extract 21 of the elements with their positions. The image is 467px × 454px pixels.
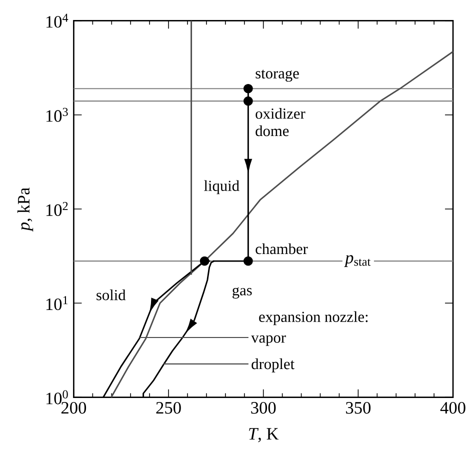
annotation: expansion nozzle: <box>259 311 368 326</box>
x-tick-label: 400 <box>440 402 466 414</box>
annotation: storage <box>256 70 299 82</box>
x-tick-label: 350 <box>346 402 371 414</box>
y-axis-title: p, kPa <box>17 188 34 232</box>
ref-line-label: p$_{stat}$ <box>344 255 371 267</box>
x-tick-label: 200 <box>61 402 86 414</box>
annotation: droplet <box>252 358 294 372</box>
annotation: chamber <box>256 243 308 254</box>
annotation: liquid <box>204 180 240 194</box>
annotation: vapor <box>251 335 286 346</box>
y-tick-label: 10$^{4}$ <box>46 14 68 28</box>
annotation: solid <box>96 289 126 300</box>
x-tick-label: 300 <box>251 402 276 414</box>
x-tick-label: 250 <box>156 402 181 414</box>
x-axis-title: T, K <box>249 428 279 442</box>
annotation: oxidizer dome <box>256 108 306 136</box>
annotation: gas <box>232 287 252 299</box>
y-tick-label: 10$^{1}$ <box>46 296 68 310</box>
y-tick-label: 10$^{2}$ <box>46 202 68 216</box>
y-tick-label: 10$^{3}$ <box>46 108 68 122</box>
